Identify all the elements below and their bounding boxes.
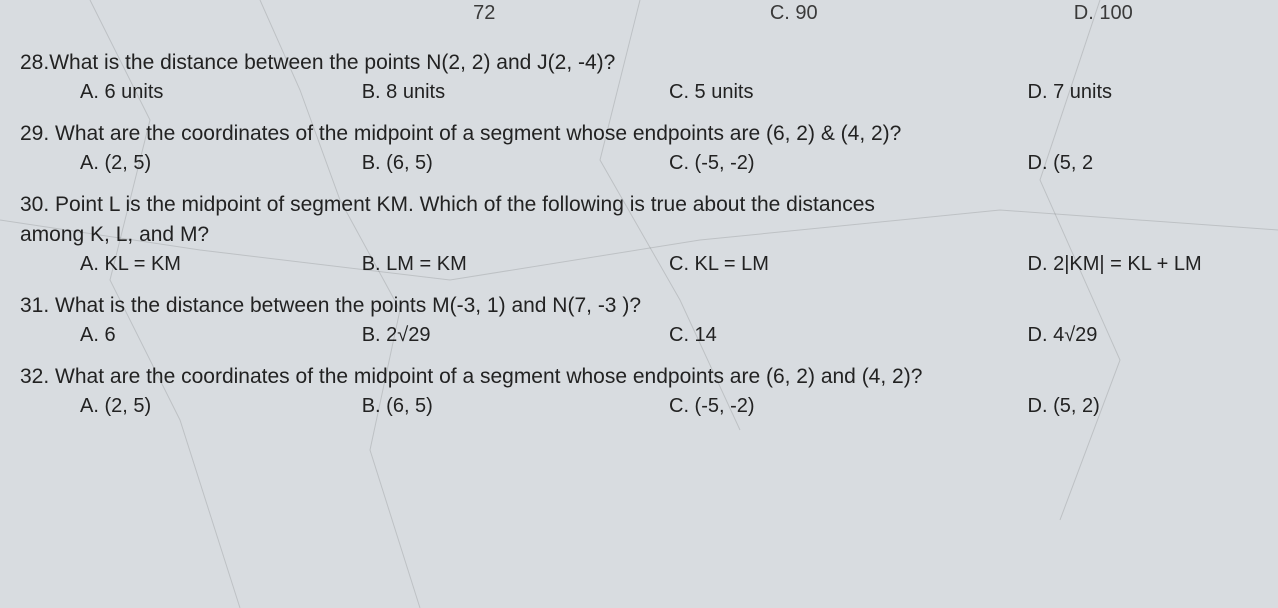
choice-a: A. 6 units <box>80 81 362 104</box>
prev-choice-d: D. 100 <box>1063 2 1143 25</box>
choice-a: A. (2, 5) <box>80 395 362 418</box>
prev-choice-c: C. 90 <box>754 2 834 25</box>
choice-b: B. (6, 5) <box>362 152 669 175</box>
question-28: 28.What is the distance between the poin… <box>20 51 1258 104</box>
choice-b: B. 8 units <box>362 81 669 104</box>
choice-d: D. 4√29 <box>1028 324 1258 347</box>
prev-choice-b: 72 <box>444 2 524 25</box>
choice-c: C. 5 units <box>669 81 1028 104</box>
choices-row: A. (2, 5) B. (6, 5) C. (-5, -2) D. (5, 2… <box>20 395 1258 418</box>
prev-choice-a <box>135 2 215 25</box>
choices-row: A. (2, 5) B. (6, 5) C. (-5, -2) D. (5, 2 <box>20 152 1258 175</box>
choice-c: C. KL = LM <box>669 253 1028 276</box>
question-number: 32. <box>20 365 49 388</box>
choice-d: D. (5, 2 <box>1028 152 1258 175</box>
choices-row: A. 6 B. 2√29 C. 14 D. 4√29 <box>20 324 1258 347</box>
choice-b: B. (6, 5) <box>362 395 669 418</box>
question-body: What are the coordinates of the midpoint… <box>55 365 922 388</box>
question-body: What are the coordinates of the midpoint… <box>55 122 901 145</box>
choice-d: D. 7 units <box>1028 81 1258 104</box>
question-text: 28.What is the distance between the poin… <box>20 51 1258 75</box>
question-number: 30. <box>20 193 49 216</box>
question-number: 28. <box>20 51 49 74</box>
choice-a: A. KL = KM <box>80 253 362 276</box>
choice-c: C. 14 <box>669 324 1028 347</box>
question-29: 29. What are the coordinates of the midp… <box>20 122 1258 175</box>
question-body: What is the distance between the points … <box>49 51 615 74</box>
question-32: 32. What are the coordinates of the midp… <box>20 365 1258 418</box>
choices-row: A. KL = KM B. LM = KM C. KL = LM D. 2|KM… <box>20 253 1258 276</box>
question-number: 31. <box>20 294 49 317</box>
question-text: 31. What is the distance between the poi… <box>20 294 1258 318</box>
question-body: Point L is the midpoint of segment KM. W… <box>55 193 875 216</box>
question-text-line2: among K, L, and M? <box>20 223 1258 247</box>
choice-a: A. (2, 5) <box>80 152 362 175</box>
question-number: 29. <box>20 122 49 145</box>
choice-c: C. (-5, -2) <box>669 152 1028 175</box>
choice-d: D. (5, 2) <box>1028 395 1258 418</box>
question-text: 32. What are the coordinates of the midp… <box>20 365 1258 389</box>
choice-c: C. (-5, -2) <box>669 395 1028 418</box>
question-30: 30. Point L is the midpoint of segment K… <box>20 193 1258 276</box>
previous-question-choices: 72 C. 90 D. 100 <box>20 0 1258 33</box>
question-31: 31. What is the distance between the poi… <box>20 294 1258 347</box>
choice-b: B. LM = KM <box>362 253 669 276</box>
question-text: 29. What are the coordinates of the midp… <box>20 122 1258 146</box>
choice-b: B. 2√29 <box>362 324 669 347</box>
question-text: 30. Point L is the midpoint of segment K… <box>20 193 1258 217</box>
question-body: What is the distance between the points … <box>55 294 641 317</box>
choice-a: A. 6 <box>80 324 362 347</box>
choice-d: D. 2|KM| = KL + LM <box>1028 253 1258 276</box>
choices-row: A. 6 units B. 8 units C. 5 units D. 7 un… <box>20 81 1258 104</box>
